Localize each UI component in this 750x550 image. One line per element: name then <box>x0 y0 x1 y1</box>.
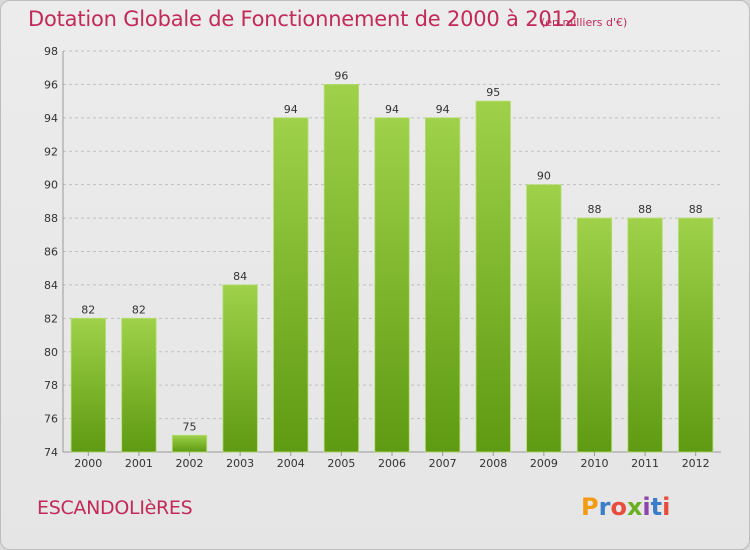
bar <box>627 217 663 453</box>
data-label: 84 <box>233 270 247 283</box>
bar <box>273 117 309 453</box>
y-tick-label: 86 <box>44 246 58 259</box>
y-tick-label: 88 <box>44 212 58 225</box>
bar <box>475 100 511 453</box>
y-tick-label: 94 <box>44 112 58 125</box>
logo-letter: r <box>598 493 611 521</box>
x-tick-label: 2002 <box>176 457 204 470</box>
data-label: 90 <box>537 170 551 183</box>
y-tick-label: 98 <box>44 45 58 58</box>
x-tick-label: 2009 <box>530 457 558 470</box>
bar <box>222 284 258 453</box>
bar <box>576 217 613 453</box>
x-tick-label: 2012 <box>682 457 710 470</box>
y-tick-label: 90 <box>44 179 58 192</box>
bar <box>171 434 208 453</box>
unit-note: (en milliers d'€) <box>541 16 628 29</box>
y-tick-label: 80 <box>44 346 58 359</box>
data-label: 75 <box>183 420 197 433</box>
data-label: 88 <box>638 203 652 216</box>
chart-title: Dotation Globale de Fonctionnement de 20… <box>28 7 578 31</box>
y-tick-label: 84 <box>44 279 58 292</box>
data-label: 94 <box>284 103 298 116</box>
x-tick-label: 2007 <box>429 457 457 470</box>
x-tick-label: 2001 <box>125 457 153 470</box>
y-tick-label: 74 <box>44 446 58 459</box>
x-tick-label: 2003 <box>226 457 254 470</box>
logo-letter: P <box>581 493 599 521</box>
data-label: 96 <box>334 69 348 82</box>
data-label: 94 <box>436 103 450 116</box>
logo-letter: t <box>650 493 663 521</box>
y-tick-label: 76 <box>44 413 58 426</box>
commune-name: ESCANDOLIèRES <box>37 497 193 519</box>
logo-letter: i <box>642 493 651 521</box>
data-label: 95 <box>486 86 500 99</box>
x-tick-label: 2005 <box>327 457 355 470</box>
x-tick-label: 2010 <box>580 457 608 470</box>
data-label: 82 <box>81 303 95 316</box>
y-tick-label: 92 <box>44 145 58 158</box>
bar <box>70 317 106 453</box>
x-tick-label: 2004 <box>277 457 305 470</box>
data-label: 82 <box>132 303 146 316</box>
data-label: 94 <box>385 103 399 116</box>
logo-letter: x <box>626 493 643 521</box>
x-tick-label: 2011 <box>631 457 659 470</box>
bar <box>526 184 562 453</box>
bar <box>425 117 461 453</box>
bar <box>323 84 359 453</box>
logo-letter: i <box>662 493 671 521</box>
logo-letter: o <box>610 493 627 521</box>
bar <box>121 317 157 453</box>
x-tick-label: 2000 <box>74 457 102 470</box>
y-tick-label: 78 <box>44 379 58 392</box>
bar <box>678 217 714 453</box>
bar <box>374 117 410 453</box>
x-tick-label: 2006 <box>378 457 406 470</box>
data-label: 88 <box>689 203 703 216</box>
x-tick-label: 2008 <box>479 457 507 470</box>
y-tick-label: 96 <box>44 78 58 91</box>
proxiti-logo: Proxiti <box>581 493 670 521</box>
y-tick-label: 82 <box>44 312 58 325</box>
data-label: 88 <box>587 203 601 216</box>
